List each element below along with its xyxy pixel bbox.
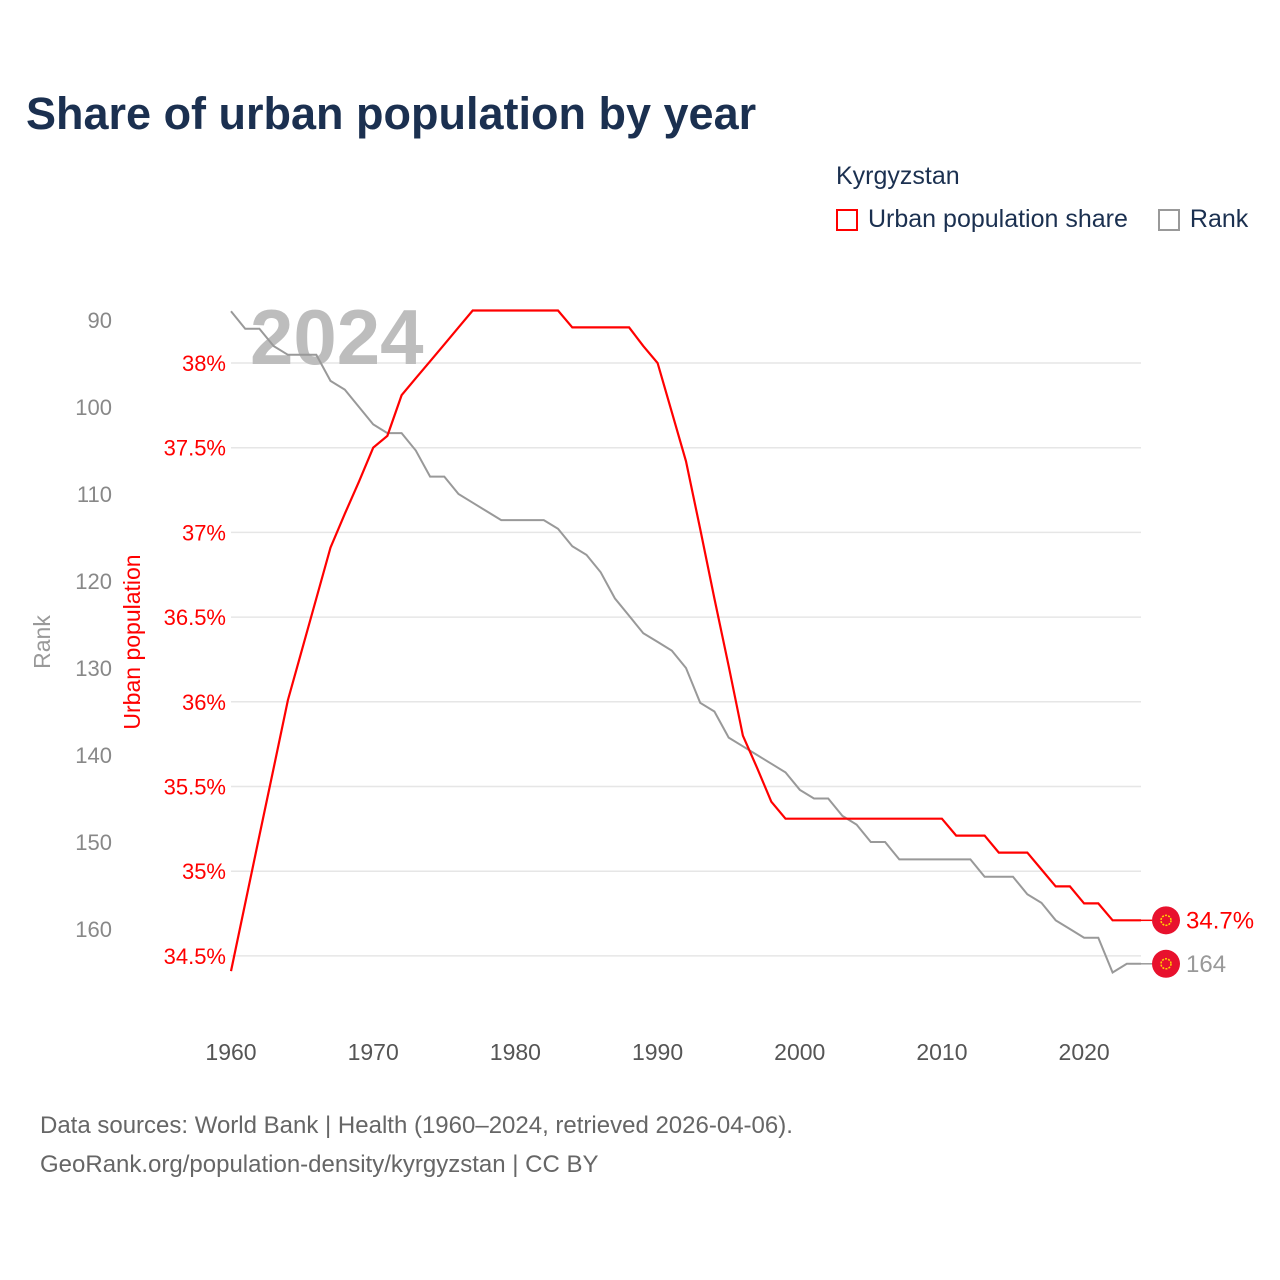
xtick-label: 1990 — [632, 1039, 683, 1065]
rank-ytick-label: 150 — [75, 830, 112, 855]
xtick-label: 2020 — [1059, 1039, 1110, 1065]
urban-end-label: 34.7% — [1186, 907, 1254, 934]
rank-axis-label: Rank — [29, 615, 55, 669]
legend-label-rank[interactable]: Rank — [1189, 205, 1249, 233]
rank-ytick-label: 140 — [75, 743, 112, 768]
urban-ytick-label: 34.5% — [164, 944, 226, 969]
rank-ytick-label: 120 — [75, 569, 112, 594]
urban-flag-sun-icon — [1160, 914, 1172, 927]
legend-title: Kyrgyzstan — [836, 162, 960, 190]
xtick-label: 1960 — [205, 1039, 256, 1065]
legend-swatch-urban — [836, 208, 858, 231]
rank-flag-icon — [1152, 949, 1180, 978]
legend-label-urban[interactable]: Urban population share — [868, 205, 1128, 233]
rank-end-label: 164 — [1186, 951, 1226, 978]
xtick-label: 1970 — [348, 1039, 399, 1065]
rank-ytick-label: 100 — [75, 395, 112, 420]
source-link[interactable]: GeoRank.org/population-density/kyrgyzsta… — [40, 1151, 599, 1178]
footer: Data sources: World Bank | Health (1960–… — [40, 1106, 793, 1184]
urban-ytick-label: 35% — [182, 859, 226, 884]
legend: Kyrgyzstan Urban population share Rank — [836, 162, 1248, 234]
chart-title: Share of urban population by year — [26, 88, 757, 139]
urban-ytick-label: 36% — [182, 690, 226, 715]
legend-swatch-rank — [1157, 208, 1180, 231]
data-sources: Data sources: World Bank | Health (1960–… — [40, 1112, 793, 1139]
rank-ytick-label: 110 — [77, 482, 112, 507]
xtick-label: 1980 — [490, 1039, 541, 1065]
xtick-label: 2010 — [916, 1039, 967, 1065]
rank-ytick-label: 130 — [75, 656, 112, 681]
urban-flag-icon — [1152, 906, 1180, 935]
year-watermark: 2024 — [250, 293, 424, 381]
urban-ytick-label: 38% — [182, 351, 226, 376]
rank-line — [230, 310, 1141, 974]
urban-axis-label: Urban population — [119, 554, 145, 729]
rank-flag-sun-icon — [1160, 958, 1172, 970]
rank-ytick-label: 160 — [75, 917, 112, 942]
rank-ytick-label: 90 — [88, 308, 112, 333]
urban-ytick-label: 35.5% — [164, 775, 226, 800]
urban-line — [229, 309, 1141, 972]
xtick-label: 2000 — [774, 1039, 825, 1065]
urban-ytick-label: 36.5% — [164, 605, 226, 630]
urban-ytick-label: 37% — [182, 520, 226, 545]
urban-ytick-label: 37.5% — [164, 436, 226, 461]
